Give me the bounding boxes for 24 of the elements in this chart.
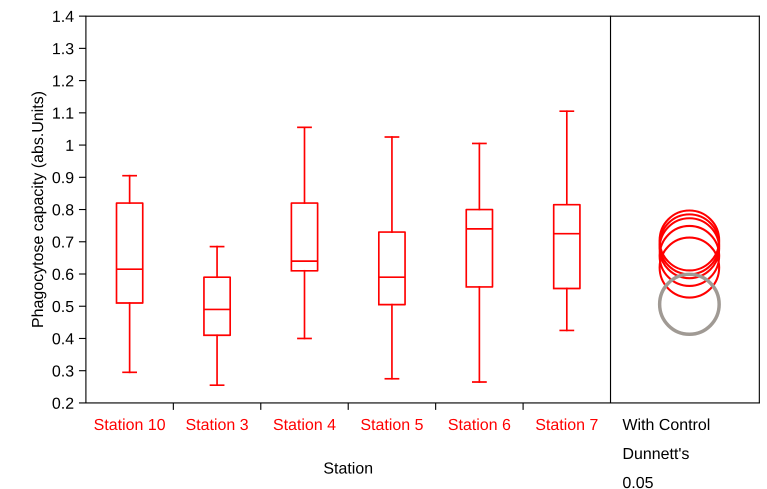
y-tick-label: 0.2 — [52, 398, 74, 409]
y-tick-label: 1.4 — [53, 10, 74, 22]
y-tick-label: 0.3 — [52, 365, 74, 377]
x-axis-title: Station — [324, 462, 372, 474]
text: Dunnett's — [624, 448, 689, 460]
y-tick-label: 0.9 — [52, 172, 74, 184]
y-tick-label: 0.6 — [52, 268, 74, 280]
x-tick-label: Station 10 — [94, 418, 165, 430]
y-tick-label: 0.4 — [52, 333, 74, 344]
y-axis-title: Phagocytose capacity (abs.Units) — [31, 92, 46, 327]
x-tick-label: Station 6 — [448, 418, 510, 430]
x-tick-label: Station 4 — [274, 418, 336, 430]
x-tick-label: Station 3 — [186, 418, 248, 430]
x-tick-label: Station 7 — [536, 418, 598, 430]
x-tick-label: Station 5 — [361, 418, 423, 430]
text: 0.05 — [623, 476, 653, 488]
y-tick-label: 0.7 — [52, 236, 74, 248]
y-tick-label: 0.8 — [52, 204, 74, 216]
y-tick-label: 0.5 — [52, 300, 74, 312]
text: With Control — [622, 418, 710, 430]
y-tick-label: 1.2 — [53, 75, 74, 86]
y-tick-label: 1.1 — [53, 108, 74, 119]
y-tick-label: 1.3 — [53, 43, 74, 54]
y-tick-label: 1 — [66, 140, 74, 151]
